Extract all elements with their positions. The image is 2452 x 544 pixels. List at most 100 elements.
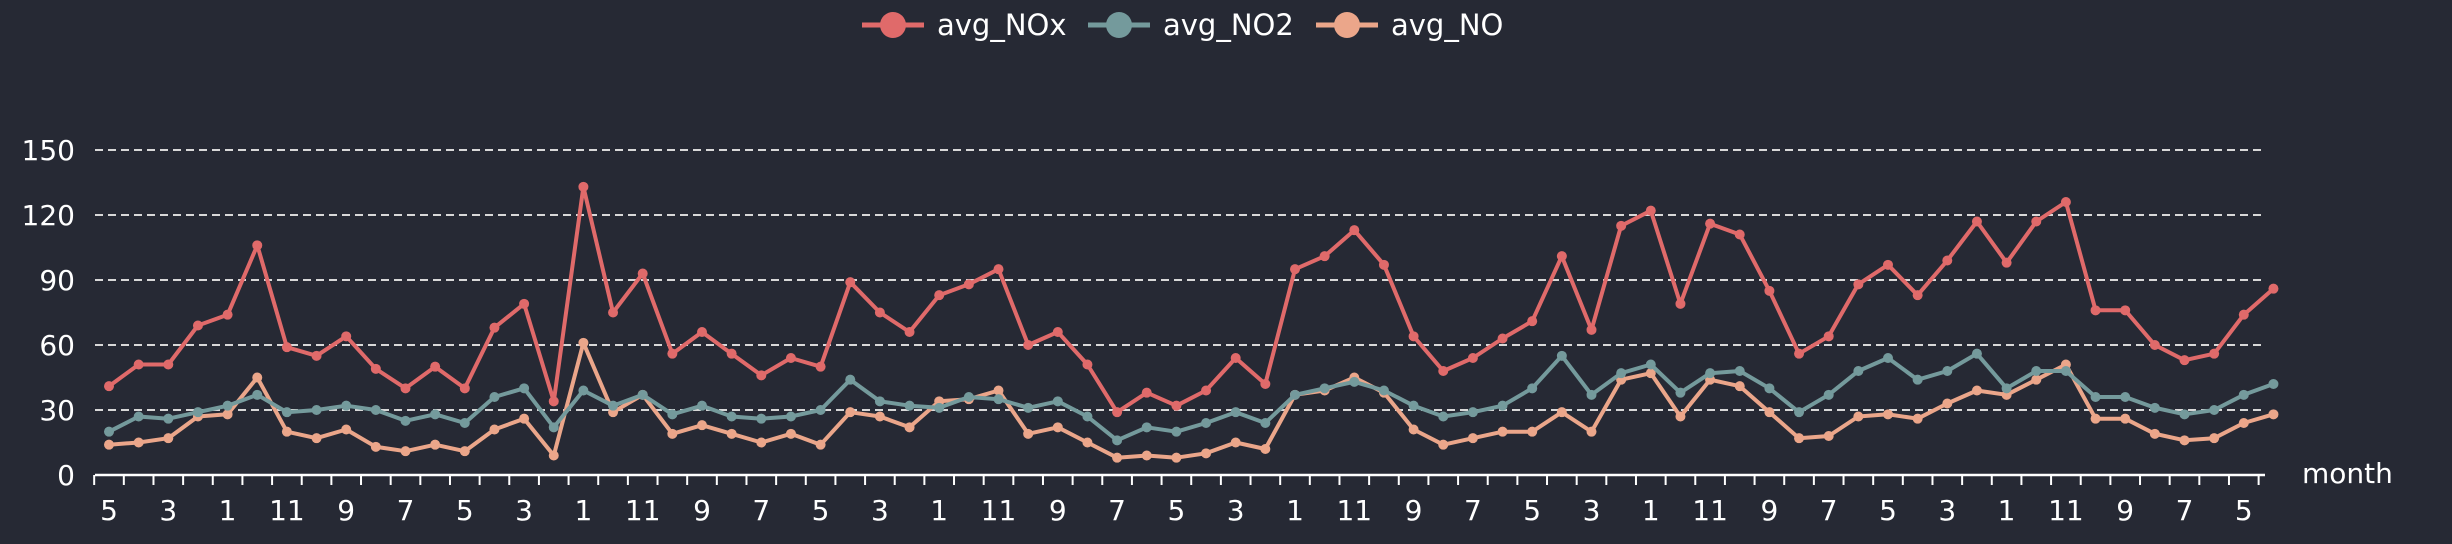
data-point[interactable] [1141,422,1152,433]
data-point[interactable] [2238,389,2249,400]
data-point[interactable] [548,396,559,407]
data-point[interactable] [1349,225,1360,236]
data-point[interactable] [1408,331,1419,342]
data-point[interactable] [815,405,826,415]
data-point[interactable] [341,424,352,435]
data-point[interactable] [1230,437,1241,448]
data-point[interactable] [163,359,174,370]
data-point[interactable] [1023,340,1034,350]
data-point[interactable] [2209,405,2220,415]
data-point[interactable] [2120,413,2131,424]
data-point[interactable] [1052,396,1063,407]
data-point[interactable] [1112,407,1123,418]
data-point[interactable] [430,409,441,420]
data-point[interactable] [2031,374,2042,385]
data-point[interactable] [2120,392,2131,402]
data-point[interactable] [1853,411,1864,422]
data-point[interactable] [400,383,411,394]
data-point[interactable] [222,409,233,420]
data-point[interactable] [1942,255,1953,266]
data-point[interactable] [1438,411,1449,422]
data-point[interactable] [1794,407,1805,418]
data-point[interactable] [697,400,707,411]
data-point[interactable] [133,359,144,370]
data-point[interactable] [1883,409,1893,420]
data-point[interactable] [874,307,885,318]
data-point[interactable] [489,424,500,435]
data-point[interactable] [1201,448,1212,459]
data-point[interactable] [1734,366,1745,376]
data-point[interactable] [1527,383,1538,394]
data-point[interactable] [578,181,589,192]
data-point[interactable] [1586,324,1597,335]
data-point[interactable] [519,413,530,424]
data-point[interactable] [2090,392,2101,402]
data-point[interactable] [667,348,678,359]
data-point[interactable] [1319,251,1330,262]
data-point[interactable] [1971,216,1982,227]
data-point[interactable] [608,400,619,411]
data-point[interactable] [1290,389,1300,400]
data-point[interactable] [1260,418,1271,428]
data-point[interactable] [815,361,826,372]
data-point[interactable] [163,433,174,444]
data-point[interactable] [845,277,856,288]
data-point[interactable] [726,428,737,439]
data-point[interactable] [1794,433,1805,444]
data-point[interactable] [341,331,352,342]
data-point[interactable] [2060,366,2071,376]
data-point[interactable] [1556,251,1567,262]
data-point[interactable] [1645,368,1656,379]
data-point[interactable] [1616,368,1627,379]
legend-item[interactable]: avg_NO [1316,8,1503,42]
data-point[interactable] [2060,197,2071,207]
data-point[interactable] [370,405,381,415]
data-point[interactable] [1497,400,1508,411]
data-point[interactable] [845,407,856,418]
data-point[interactable] [1230,407,1241,418]
data-point[interactable] [2268,409,2279,420]
data-point[interactable] [1556,407,1567,418]
data-point[interactable] [756,370,767,381]
data-point[interactable] [1230,353,1241,363]
legend-item[interactable]: avg_NO2 [1088,8,1294,42]
data-point[interactable] [1616,220,1627,231]
data-point[interactable] [311,405,322,415]
data-point[interactable] [311,433,322,444]
data-point[interactable] [1438,366,1449,376]
legend-item[interactable]: avg_NOx [862,8,1067,42]
data-point[interactable] [1082,437,1093,448]
data-point[interactable] [756,437,767,448]
data-point[interactable] [1112,452,1123,463]
data-point[interactable] [2031,216,2042,227]
data-point[interactable] [815,439,826,450]
data-point[interactable] [874,396,885,407]
data-point[interactable] [785,428,796,439]
data-point[interactable] [1349,376,1360,387]
data-point[interactable] [1023,428,1034,439]
data-point[interactable] [222,309,233,320]
data-point[interactable] [2149,428,2160,439]
data-point[interactable] [1971,348,1982,359]
data-point[interactable] [1675,298,1686,309]
data-point[interactable] [2179,355,2190,366]
data-point[interactable] [104,381,114,392]
data-point[interactable] [430,439,441,450]
data-point[interactable] [1378,259,1389,270]
data-point[interactable] [1171,400,1182,411]
data-point[interactable] [281,407,292,418]
data-point[interactable] [133,437,144,448]
data-point[interactable] [2238,418,2249,428]
data-point[interactable] [845,374,856,385]
data-point[interactable] [785,411,796,422]
data-point[interactable] [2268,379,2279,389]
data-point[interactable] [192,407,203,418]
data-point[interactable] [1497,426,1508,437]
data-point[interactable] [2120,305,2131,316]
data-point[interactable] [1764,285,1775,296]
data-point[interactable] [1942,398,1953,409]
data-point[interactable] [2090,305,2101,316]
data-point[interactable] [1823,431,1834,441]
data-point[interactable] [341,400,352,411]
data-point[interactable] [667,409,678,420]
